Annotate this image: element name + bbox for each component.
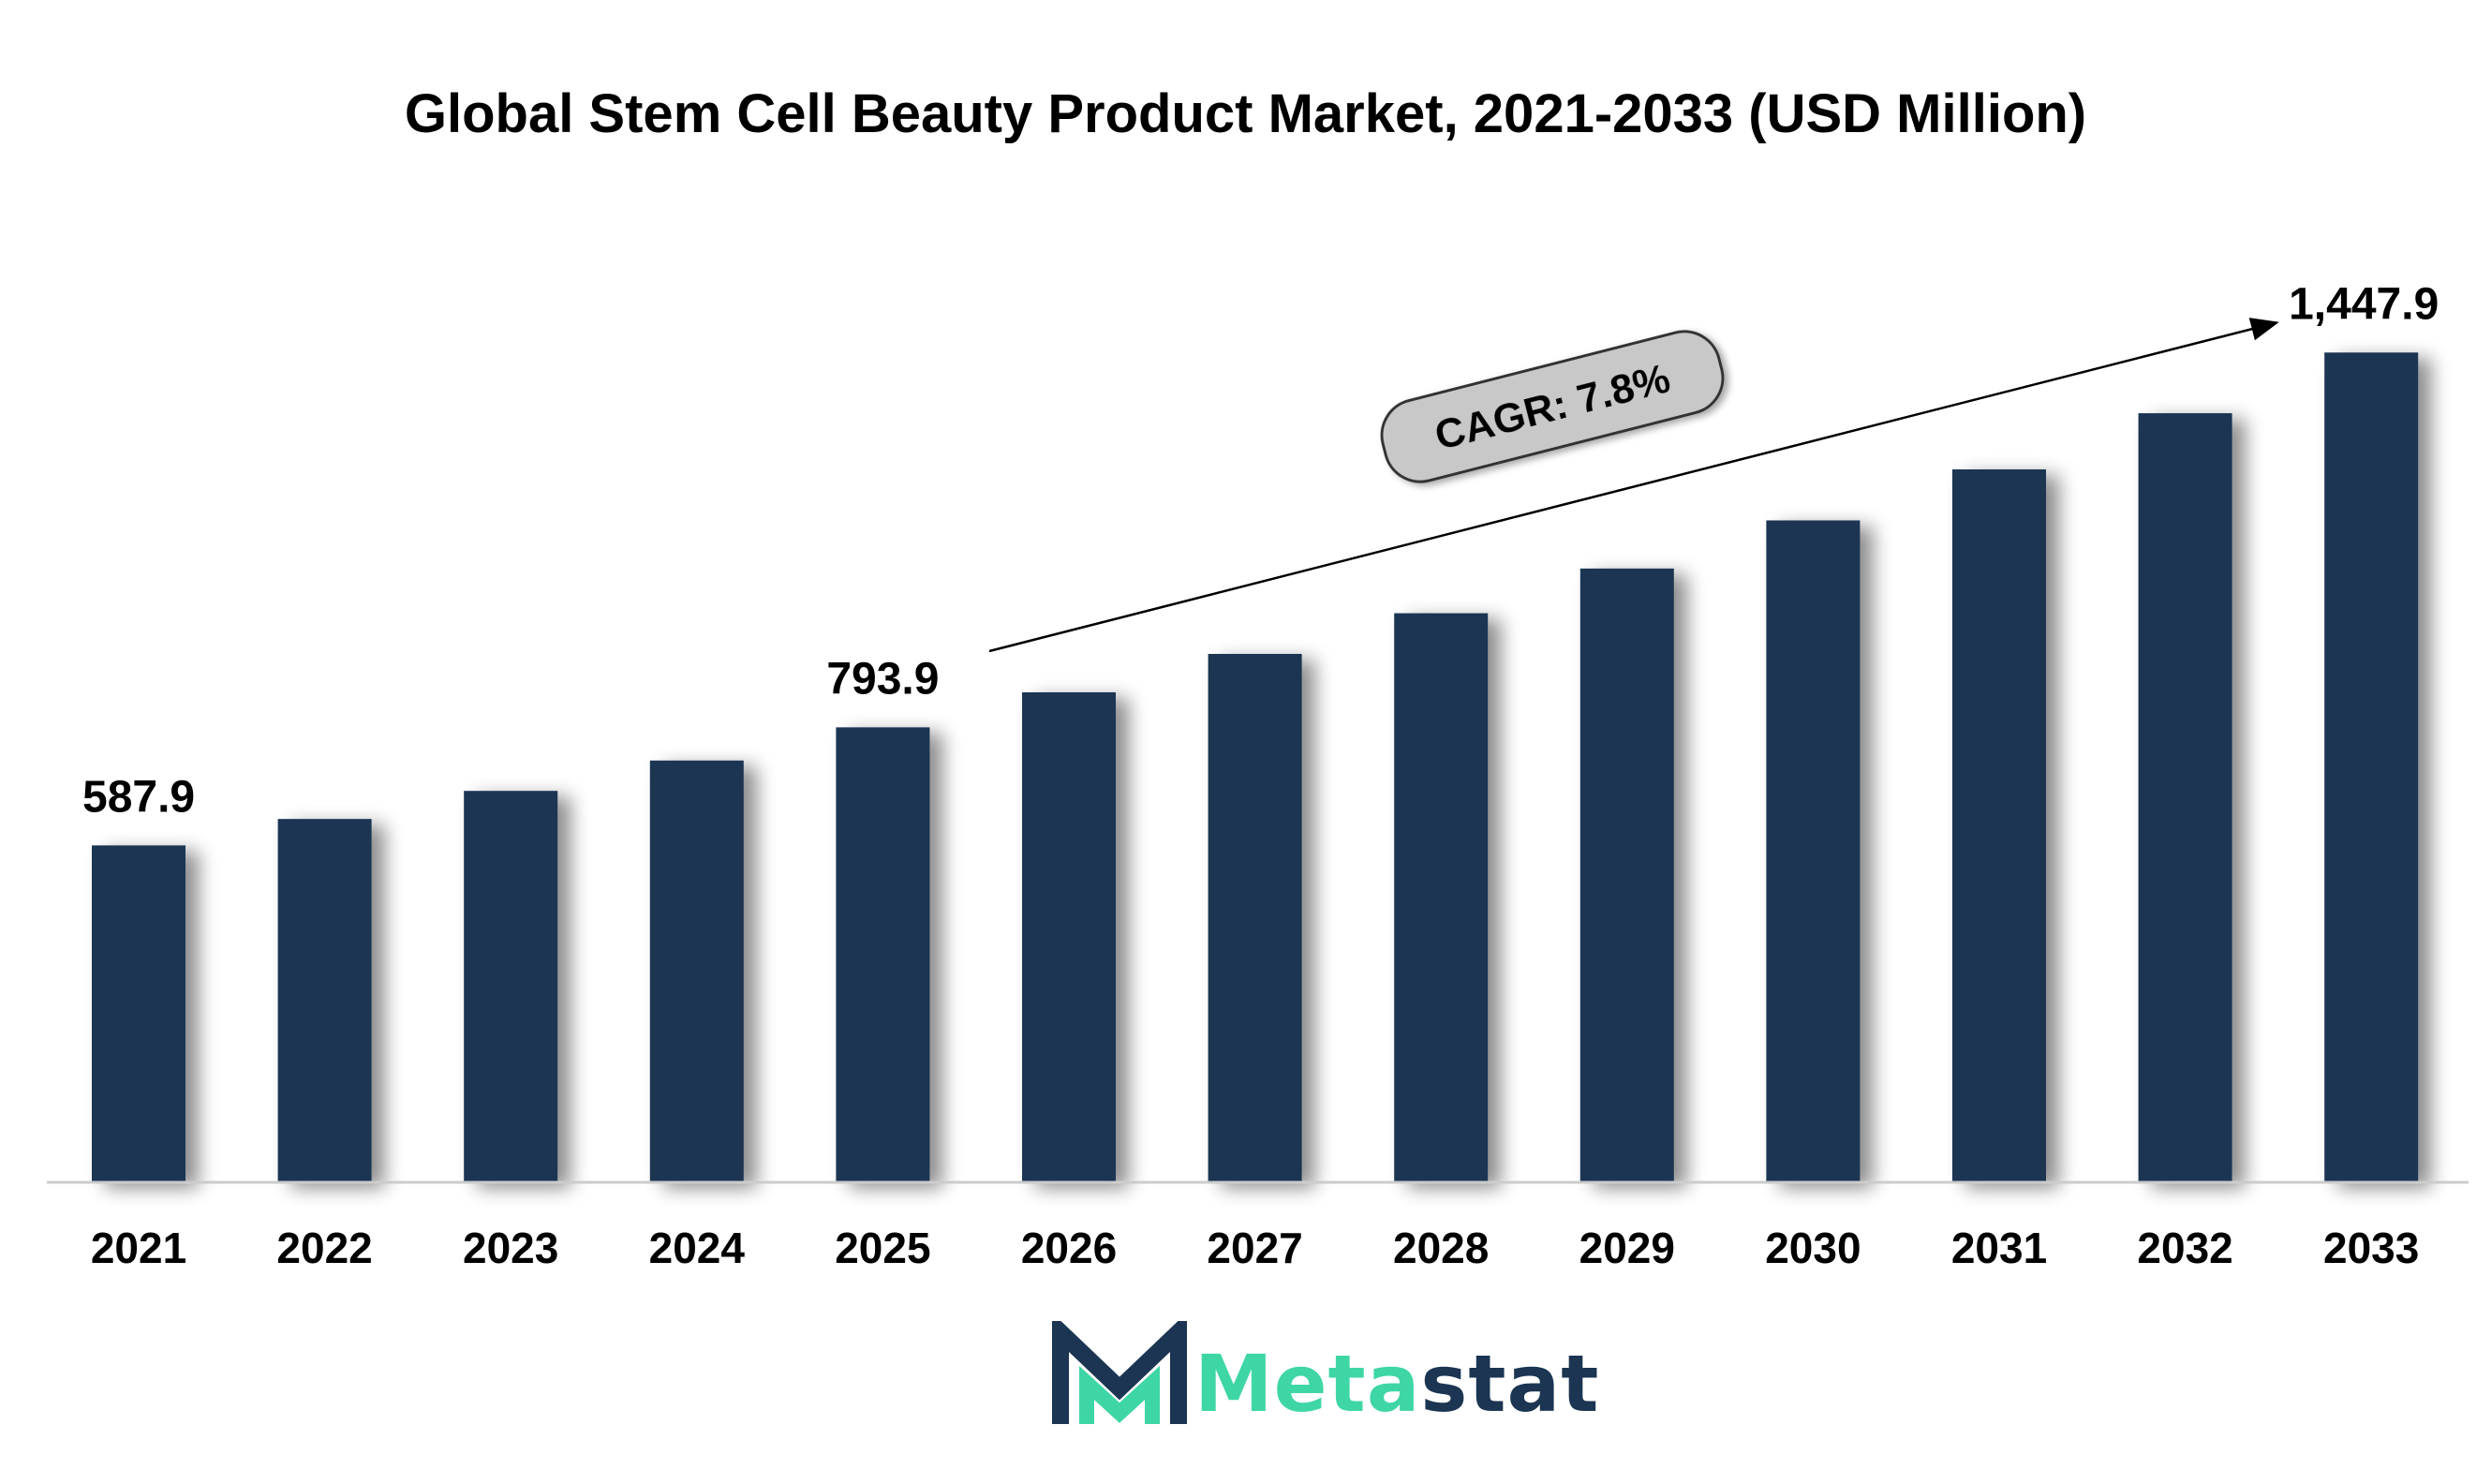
- x-tick-label: 2029: [1579, 1224, 1675, 1272]
- data-label-2025: 793.9: [826, 654, 939, 704]
- x-tick-label: 2021: [91, 1224, 186, 1272]
- logo-text-meta: Meta: [1194, 1338, 1421, 1430]
- metastat-wordmark: Metastat: [1194, 1338, 1599, 1430]
- bar-2029: [1579, 568, 1674, 1182]
- x-tick-label: 2026: [1021, 1224, 1117, 1272]
- x-tick-label: 2033: [2323, 1224, 2419, 1272]
- x-tick-label: 2031: [1951, 1224, 2047, 1272]
- data-label-2021: 587.9: [82, 772, 195, 822]
- cagr-trend-arrow: [988, 318, 2279, 653]
- bar-2025: [836, 727, 930, 1182]
- x-tick-label: 2030: [1765, 1224, 1861, 1272]
- x-tick-label: 2022: [276, 1224, 372, 1272]
- bar-2021: [92, 845, 185, 1182]
- bar-2032: [2138, 413, 2232, 1183]
- bar-2028: [1394, 613, 1489, 1182]
- cagr-badge: CAGR: 7.8%: [1380, 330, 1725, 483]
- data-labels: 587.9 793.9 1,447.9: [82, 279, 2439, 822]
- bar-2023: [464, 791, 558, 1182]
- x-tick-label: 2028: [1393, 1224, 1489, 1272]
- bar-2026: [1022, 691, 1116, 1182]
- bar-2024: [649, 760, 744, 1182]
- bar-2027: [1208, 653, 1302, 1182]
- x-tick-labels: 2021 2022 2023 2024 2025 2026 2027 2028 2029 2030…: [91, 1224, 2420, 1272]
- chart-title: Global Stem Cell Beauty Product Market, …: [404, 83, 2087, 144]
- logo-text-stat: stat: [1420, 1338, 1600, 1430]
- bars-layer: [92, 352, 2419, 1183]
- data-label-2033: 1,447.9: [2289, 279, 2439, 329]
- bar-2022: [277, 819, 372, 1182]
- metastat-m-icon: [1052, 1321, 1187, 1424]
- bar-2030: [1766, 520, 1861, 1182]
- x-tick-label: 2032: [2137, 1224, 2232, 1272]
- x-tick-label: 2023: [463, 1224, 558, 1272]
- x-tick-label: 2027: [1207, 1224, 1302, 1272]
- bar-2033: [2324, 352, 2419, 1182]
- x-tick-label: 2024: [649, 1224, 746, 1272]
- x-tick-label: 2025: [835, 1224, 930, 1272]
- bar-2031: [1952, 469, 2046, 1183]
